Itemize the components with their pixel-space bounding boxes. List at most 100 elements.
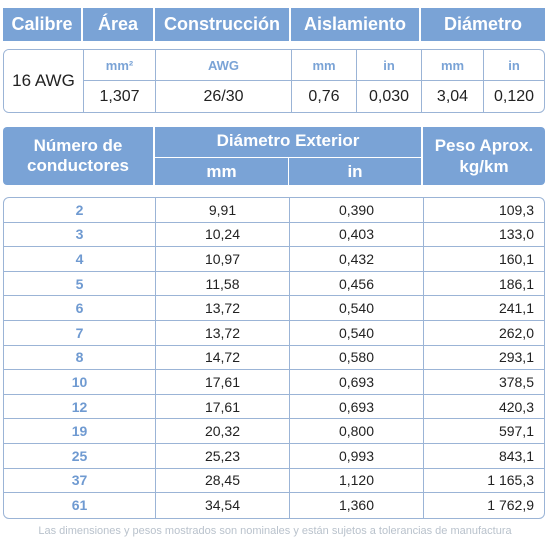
cell-diam-in: 0,456: [290, 271, 424, 296]
cell-peso: 293,1: [498, 349, 534, 366]
cell-diam-in: 0,403: [290, 222, 424, 247]
cell-peso: 843,1: [498, 447, 534, 464]
cell-diam-mm: 13,72: [156, 296, 290, 320]
table-row: 37 28,45 1,120 1 165,3: [4, 468, 544, 494]
cell-diam-in: 0,580: [290, 345, 424, 370]
table-row: 25 25,23 0,993 843,1: [4, 443, 544, 469]
cell-diam-in: 1,120: [290, 468, 424, 493]
header-area: Área: [83, 8, 155, 41]
header-aislamiento: Aislamiento: [291, 8, 421, 41]
cell-conductores: 3: [4, 222, 156, 247]
header-construccion: Construcción: [155, 8, 291, 41]
header-num-line2: conductores: [26, 156, 130, 175]
table-row: 19 20,32 0,800 597,1: [4, 419, 544, 444]
value-diametro-in: 0,120: [493, 88, 535, 105]
cell-diam-mm: 28,45: [156, 468, 290, 493]
cell-diam-in: 1,360: [290, 493, 424, 518]
table-row: 10 17,61 0,693 378,5: [4, 370, 544, 395]
spec-values-row: 1,307 26/30 0,76 0,030 3,04 0,120: [4, 80, 544, 112]
value-diametro-mm: 3,04: [422, 81, 484, 112]
spec-units-row: mm² AWG mm in mm in: [4, 50, 544, 80]
cell-diam-mm: 20,32: [156, 419, 290, 443]
unit-aislamiento-mm: mm: [292, 50, 357, 80]
cell-conductores: 5: [4, 271, 156, 296]
header-num-conductores: Número de conductores: [3, 127, 155, 185]
table-row: 8 14,72 0,580 293,1: [4, 345, 544, 371]
cell-peso: 241,1: [498, 300, 534, 317]
cell-conductores: 61: [4, 493, 156, 518]
cell-diam-in: 0,800: [290, 419, 424, 443]
table-row: 7 13,72 0,540 262,0: [4, 320, 544, 346]
cell-diam-mm: 17,61: [156, 394, 290, 419]
cell-conductores: 6: [4, 296, 156, 320]
table-row: 3 10,24 0,403 133,0: [4, 222, 544, 248]
spec-table-header: Calibre Área Construcción Aislamiento Di…: [3, 8, 545, 41]
cell-conductores: 2: [4, 198, 156, 222]
unit-construccion: AWG: [156, 50, 292, 80]
cell-diam-mm: 11,58: [156, 271, 290, 296]
cell-peso: 420,3: [498, 398, 534, 415]
cell-diam-in: 0,993: [290, 443, 424, 468]
cell-conductores: 37: [4, 468, 156, 493]
cell-conductores: 10: [4, 370, 156, 394]
cell-peso: 186,1: [498, 275, 534, 292]
cell-peso: 133,0: [498, 226, 534, 243]
value-aislamiento-mm: 0,76: [292, 81, 357, 112]
cell-diam-mm: 13,72: [156, 320, 290, 345]
header-peso-line1: Peso Aprox.: [434, 136, 534, 155]
header-diam-title: Diámetro Exterior: [216, 131, 360, 150]
header-diam-mm: mm: [155, 157, 289, 185]
cell-diam-in: 0,390: [290, 198, 424, 222]
header-calibre: Calibre: [3, 8, 83, 41]
table-row: 61 34,54 1,360 1 762,9: [4, 493, 544, 518]
cell-diam-mm: 10,97: [156, 247, 290, 271]
conductors-table-header: Número de conductores Diámetro Exterior …: [3, 127, 545, 185]
cell-peso: 1 762,9: [487, 497, 534, 514]
cell-diam-mm: 10,24: [156, 222, 290, 247]
table-row: 6 13,72 0,540 241,1: [4, 296, 544, 321]
cell-peso: 160,1: [498, 250, 534, 267]
cell-peso: 1 165,3: [487, 472, 534, 489]
header-diametro-exterior: Diámetro Exterior mm in: [155, 127, 423, 185]
cell-diam-mm: 17,61: [156, 370, 290, 394]
cell-conductores: 25: [4, 443, 156, 468]
cell-conductores: 4: [4, 247, 156, 271]
cell-conductores: 7: [4, 320, 156, 345]
cell-peso: 109,3: [498, 201, 534, 218]
footnote: Las dimensiones y pesos mostrados son no…: [38, 525, 512, 537]
unit-diametro-in: in: [508, 57, 520, 73]
cell-diam-in: 0,693: [290, 394, 424, 419]
cell-conductores: 19: [4, 419, 156, 443]
conductors-table-body: 2 9,91 0,390 109,3 3 10,24 0,403 133,0 4 10,97 0…: [3, 197, 545, 519]
table-row: 12 17,61 0,693 420,3: [4, 394, 544, 420]
header-diametro: Diámetro: [421, 8, 545, 41]
cell-diam-in: 0,540: [290, 320, 424, 345]
gauge-value: 16 AWG: [4, 50, 84, 112]
unit-area: mm²: [84, 50, 156, 80]
table-row: 5 11,58 0,456 186,1: [4, 271, 544, 297]
cell-peso: 378,5: [498, 373, 534, 390]
value-construccion: 26/30: [156, 81, 292, 112]
cell-conductores: 12: [4, 394, 156, 419]
table-row: 2 9,91 0,390 109,3: [4, 198, 544, 223]
table-row: 4 10,97 0,432 160,1: [4, 247, 544, 272]
cell-diam-in: 0,693: [290, 370, 424, 394]
cell-diam-in: 0,432: [290, 247, 424, 271]
cell-diam-in: 0,540: [290, 296, 424, 320]
cell-diam-mm: 14,72: [156, 345, 290, 370]
cell-conductores: 8: [4, 345, 156, 370]
header-peso-line2: kg/km: [459, 157, 509, 176]
cell-peso: 597,1: [498, 423, 534, 440]
unit-aislamiento-in: in: [357, 50, 422, 80]
cell-diam-mm: 9,91: [156, 198, 290, 222]
header-diam-in: in: [289, 157, 421, 185]
cell-diam-mm: 25,23: [156, 443, 290, 468]
spec-table-body: mm² AWG mm in mm in 1,307 26/30 0,76 0,0…: [3, 49, 545, 113]
header-num-line1: Número de: [33, 136, 123, 155]
header-peso: Peso Aprox. kg/km: [423, 127, 545, 185]
unit-diametro-mm: mm: [422, 50, 484, 80]
value-aislamiento-in: 0,030: [357, 81, 422, 112]
value-area: 1,307: [84, 81, 156, 112]
cell-peso: 262,0: [498, 324, 534, 341]
cell-diam-mm: 34,54: [156, 493, 290, 518]
